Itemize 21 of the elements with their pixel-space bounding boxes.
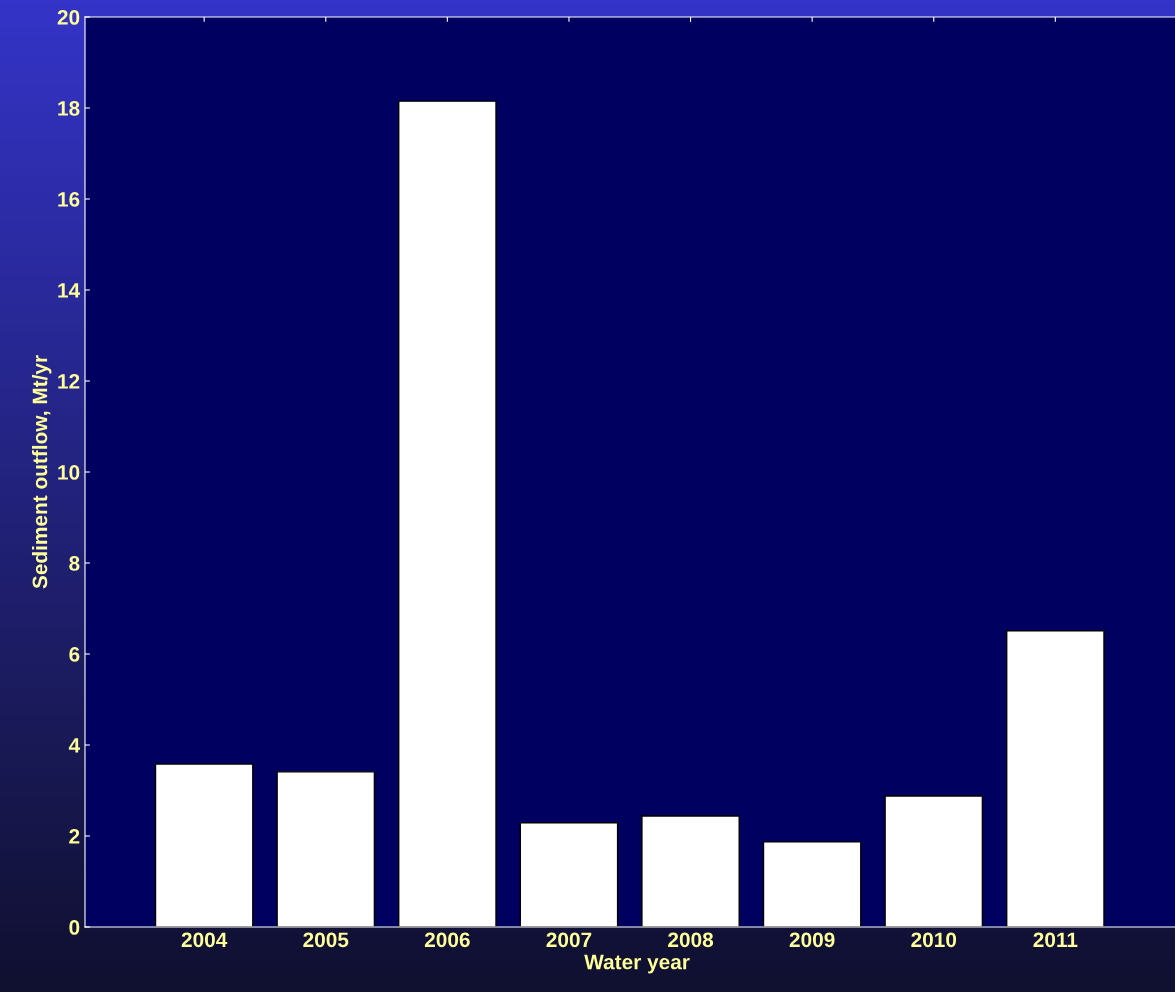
x-axis-title: Water year <box>584 954 690 974</box>
x-tick-label: 2010 <box>911 932 957 948</box>
y-tick-label: 10 <box>58 465 80 480</box>
y-tick-label: 6 <box>69 647 80 662</box>
y-tick-label: 2 <box>69 829 80 844</box>
x-tick-label: 2007 <box>546 932 592 948</box>
y-tick-label: 8 <box>69 556 80 571</box>
y-tick-label: 14 <box>58 283 81 298</box>
x-tick-label: 2006 <box>424 932 470 948</box>
x-tick-label: 2004 <box>181 932 228 948</box>
y-tick-label: 0 <box>69 920 80 935</box>
y-axis-title: Sediment outflow, Mt/yr <box>31 355 52 589</box>
x-tick-label: 2008 <box>668 932 714 948</box>
y-tick-label: 12 <box>58 374 80 389</box>
y-tick-label: 20 <box>57 10 80 25</box>
x-tick-label: 2009 <box>789 932 835 948</box>
x-tick-label: 2005 <box>303 932 349 948</box>
y-tick-label: 4 <box>68 738 81 753</box>
y-tick-label: 18 <box>58 101 80 116</box>
x-tick-label: 2011 <box>1033 932 1078 948</box>
y-tick-label: 16 <box>58 192 80 207</box>
